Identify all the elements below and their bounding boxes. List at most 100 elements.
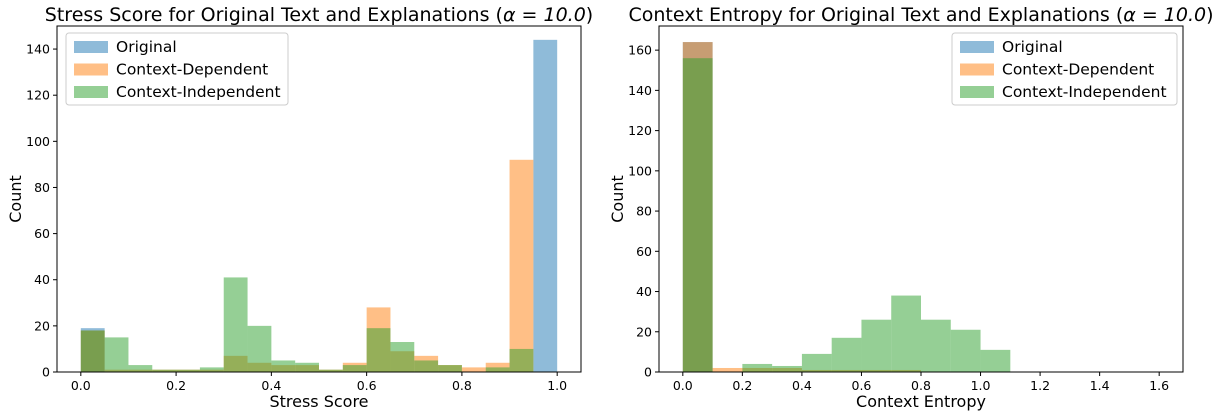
chart-title-close: )	[586, 4, 593, 26]
chart-title-text: Stress Score for Original Text and Expla…	[45, 4, 503, 26]
histogram-bar	[366, 328, 391, 372]
x-tick-label: 0.2	[732, 378, 752, 393]
x-tick-label: 0.4	[792, 378, 812, 393]
x-tick-label: 0.6	[357, 378, 377, 393]
legend-label: Context-Dependent	[1002, 61, 1154, 79]
y-axis-label: Count	[608, 175, 627, 223]
histogram-bar	[485, 362, 510, 372]
x-axis-label: Stress Score	[269, 392, 368, 411]
histogram-bar	[128, 365, 153, 372]
x-tick-label: 0.8	[911, 378, 931, 393]
histogram-bar	[742, 363, 773, 372]
legend-label: Context-Dependent	[116, 61, 268, 79]
histogram-bar	[861, 319, 892, 372]
chart-title-math: α = 10.0	[503, 4, 586, 26]
series-context-independent	[682, 58, 1011, 372]
chart-panel-2: 0.0 0.2 0.4 0.6 0.8 1.0 1.2 1.4 1.6 0 20 40 60 80 100 1…	[608, 4, 1214, 411]
x-tick-label: 1.0	[547, 378, 567, 393]
histogram-bar	[104, 337, 129, 372]
histogram-bar	[509, 159, 534, 372]
chart-panel-1: 0.0 0.2 0.4 0.6 0.8 1.0 0 20 40 60 80 100 120 140 Stre…	[6, 4, 593, 411]
histogram-bar	[831, 337, 862, 372]
legend-swatch	[74, 63, 108, 76]
x-tick-label: 1.2	[1030, 378, 1050, 393]
chart-title-close: )	[1206, 4, 1213, 26]
histogram-bar	[247, 325, 272, 372]
histogram-bar	[295, 362, 319, 372]
y-tick-label: 0	[644, 365, 652, 380]
plot-frame	[56, 25, 582, 373]
y-tick-label: 80	[636, 204, 652, 219]
y-tick-label: 160	[628, 43, 652, 58]
histogram-bar	[921, 319, 951, 372]
y-tick-label: 0	[42, 365, 50, 380]
y-tick-label: 40	[34, 272, 50, 287]
y-tick-label: 20	[34, 318, 50, 333]
histogram-bar	[414, 360, 439, 372]
histogram-bar	[319, 369, 343, 372]
x-tick-label: 0.0	[71, 378, 91, 393]
legend-box	[951, 32, 1178, 106]
x-tick-label: 1.6	[1149, 378, 1169, 393]
y-tick-label: 80	[34, 180, 50, 195]
histogram-bar	[801, 353, 832, 372]
legend-box	[65, 32, 289, 106]
x-tick-label: 1.0	[971, 378, 991, 393]
x-tick-label: 0.2	[166, 378, 186, 393]
histogram-bar	[199, 367, 224, 372]
y-tick-label: 60	[34, 226, 50, 241]
histogram-bar	[223, 277, 248, 372]
y-tick-label: 100	[26, 134, 50, 149]
x-tick-label: 0.0	[673, 378, 693, 393]
histogram-bar	[390, 342, 415, 372]
histogram-bar	[509, 348, 534, 372]
legend-label: Context-Independent	[1002, 83, 1167, 101]
series-context-dependent	[80, 159, 534, 372]
histogram-bar	[485, 367, 510, 372]
histogram-bar	[712, 367, 743, 372]
y-tick-label: 120	[628, 123, 652, 138]
y-tick-label: 120	[26, 88, 50, 103]
histogram-bar	[950, 329, 981, 372]
x-tick-label: 1.4	[1090, 378, 1110, 393]
histogram-bar	[980, 349, 1011, 372]
y-tick-label: 100	[628, 163, 652, 178]
legend-swatch	[960, 63, 994, 76]
legend-swatch	[960, 41, 994, 53]
histogram-bar	[682, 58, 713, 372]
chart-title: Stress Score for Original Text and Expla…	[45, 4, 593, 26]
series-context-independent	[80, 277, 534, 372]
histogram-bar	[152, 369, 177, 372]
x-tick-label: 0.6	[852, 378, 872, 393]
legend: Original Context-Dependent Context-Indepen…	[951, 32, 1178, 106]
chart-title: Context Entropy for Original Text and Ex…	[628, 4, 1213, 26]
y-tick-label: 140	[628, 83, 652, 98]
legend: Original Context-Dependent Context-Indepen…	[65, 32, 289, 106]
chart-title-math: α = 10.0	[1123, 4, 1206, 26]
histogram-bar	[891, 295, 921, 372]
histogram-bar	[176, 369, 200, 372]
y-axis-label: Count	[6, 175, 25, 223]
histogram-bar	[438, 365, 462, 372]
histogram-bar	[342, 365, 367, 372]
legend-label: Original	[1002, 38, 1063, 56]
histogram-bar	[461, 367, 486, 372]
y-tick-label: 60	[636, 244, 652, 259]
legend-swatch	[960, 86, 994, 98]
legend-label: Original	[116, 38, 177, 56]
histogram-bar	[533, 39, 558, 373]
y-tick-label: 20	[636, 324, 652, 339]
y-tick-label: 140	[26, 42, 50, 57]
histogram-bar	[271, 360, 296, 372]
histogram-bar	[772, 365, 802, 372]
legend-label: Context-Independent	[116, 83, 281, 101]
x-tick-label: 0.4	[261, 378, 281, 393]
x-axis-label: Context Entropy	[856, 392, 986, 411]
chart-title-text: Context Entropy for Original Text and Ex…	[628, 4, 1123, 26]
legend-swatch	[74, 41, 108, 53]
histogram-bar	[80, 330, 105, 372]
y-tick-label: 40	[636, 284, 652, 299]
x-tick-label: 0.8	[452, 378, 472, 393]
